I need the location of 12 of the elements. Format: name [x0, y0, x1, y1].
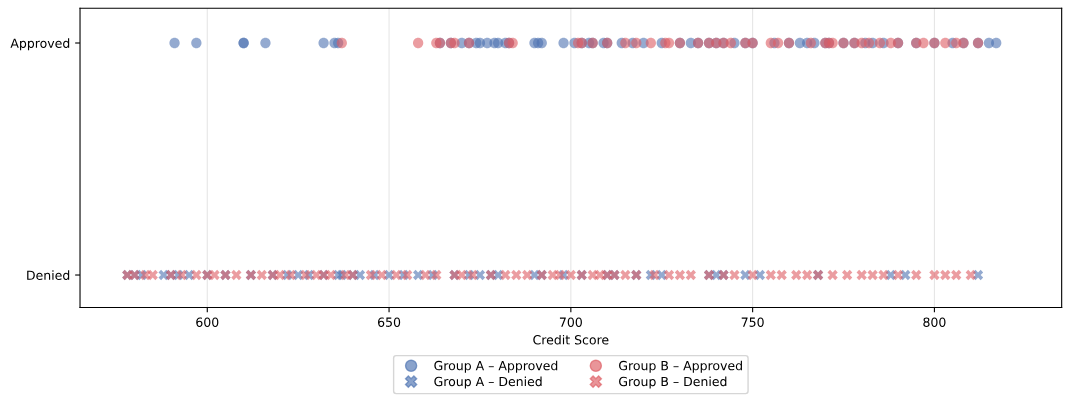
- y-tick-label: Approved: [10, 38, 70, 51]
- legend-label: Group A – Approved: [434, 360, 558, 373]
- x-tick-label: 800: [923, 317, 946, 327]
- x-axis-title: Credit Score: [533, 334, 609, 345]
- legend-label: Group A – Denied: [434, 376, 542, 389]
- legend-label: Group B – Denied: [619, 376, 727, 389]
- x-tick-label: 750: [741, 317, 764, 327]
- y-tick-label: Denied: [27, 270, 70, 280]
- legend-label: Group B – Approved: [619, 360, 742, 373]
- x-tick-label: 650: [378, 317, 401, 327]
- x-tick-label: 700: [559, 317, 582, 327]
- x-tick-label: 600: [196, 317, 219, 327]
